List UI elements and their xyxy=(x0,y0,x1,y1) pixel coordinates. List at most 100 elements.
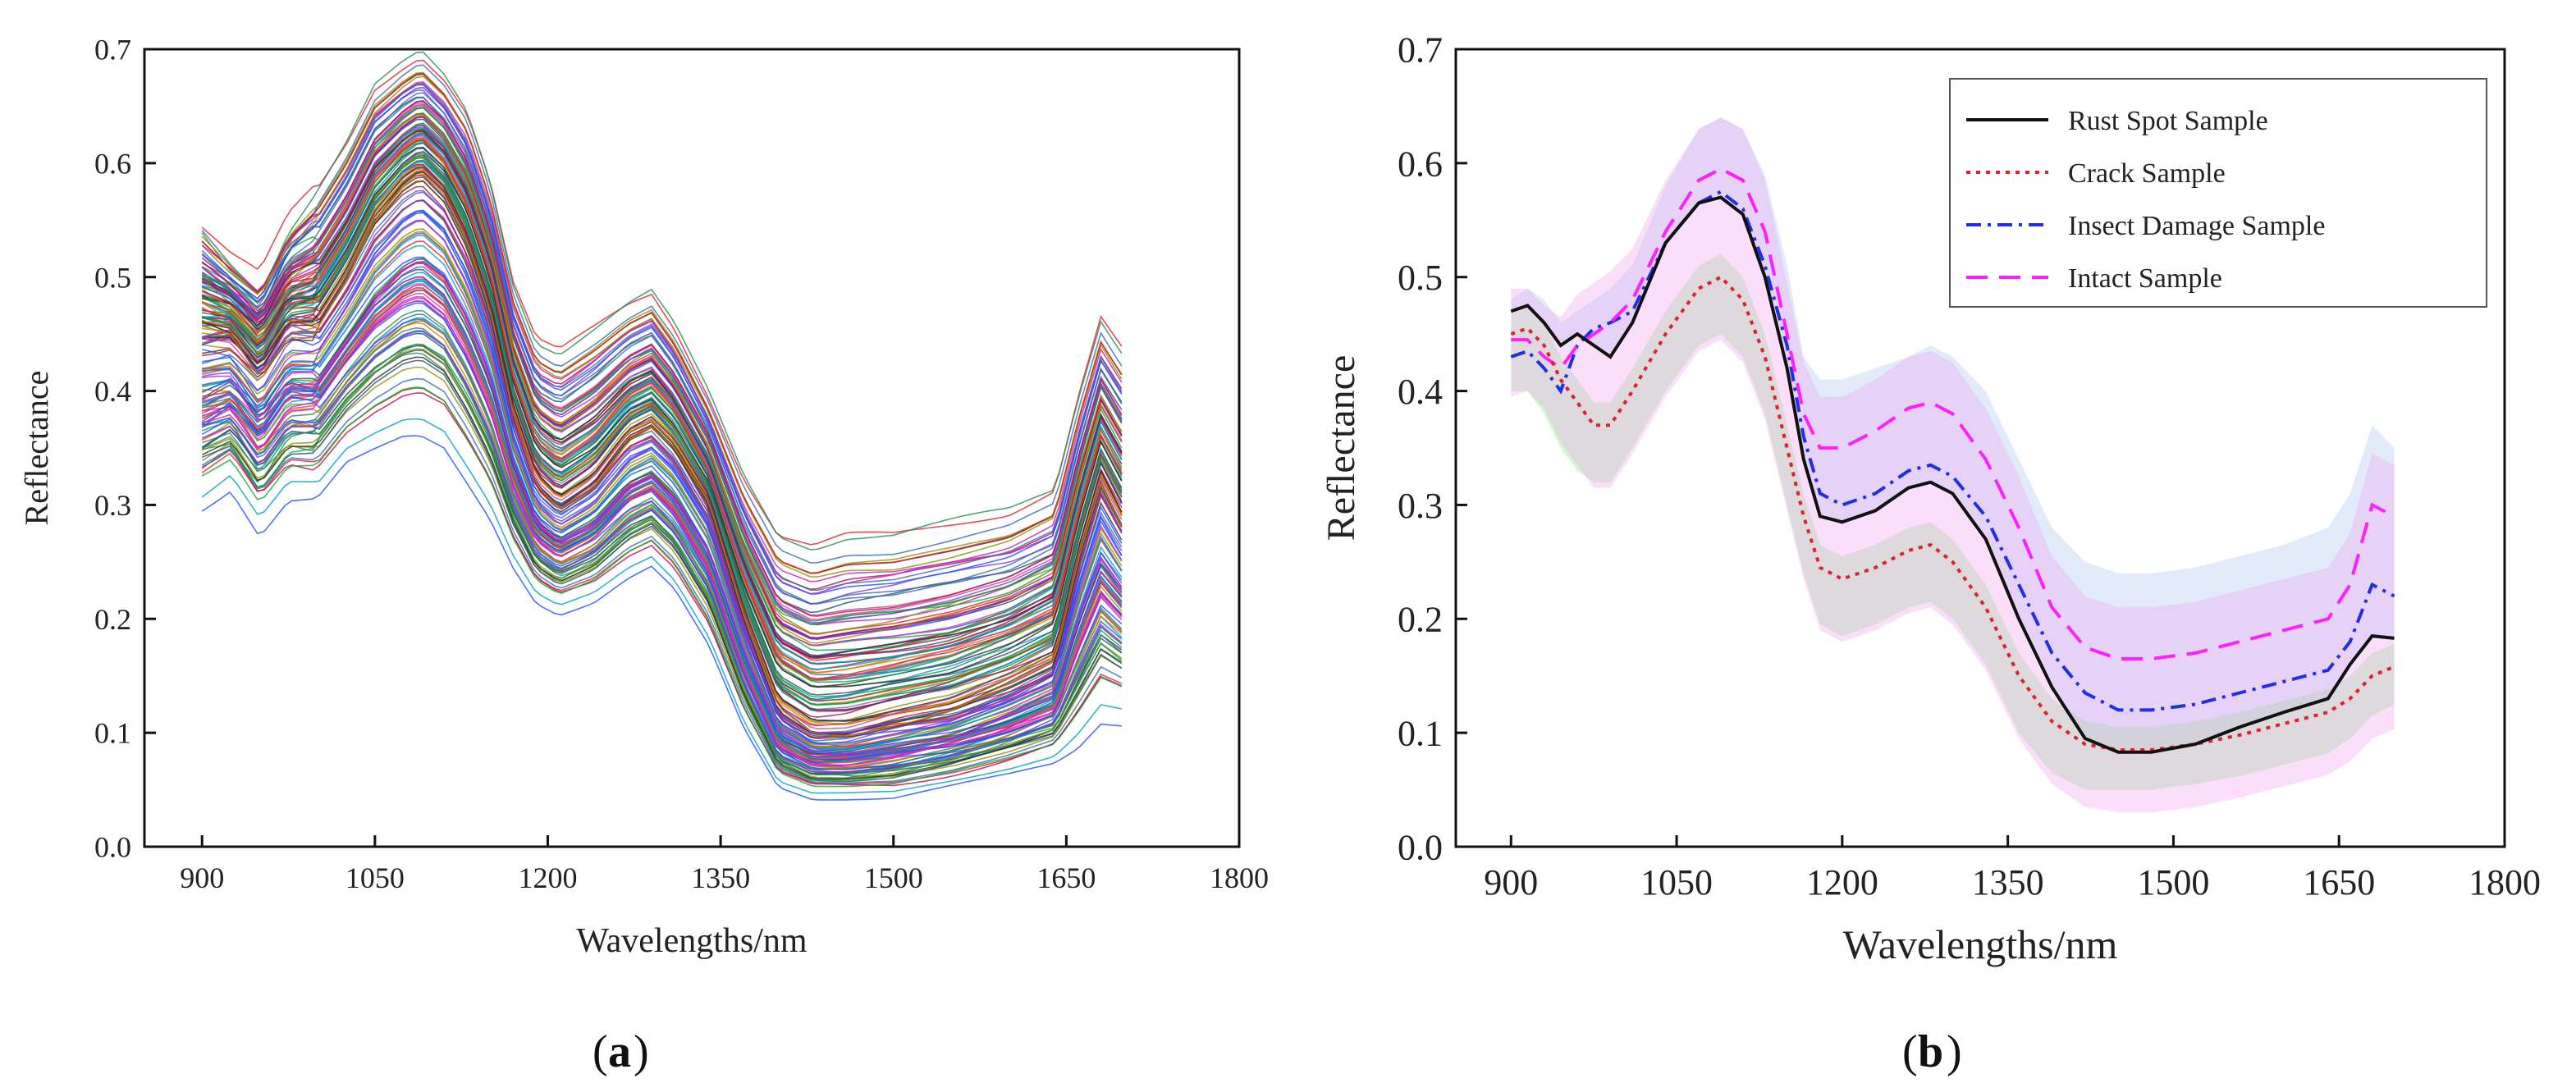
caption-close: ) xyxy=(1947,1026,1962,1077)
plot-frame xyxy=(1454,48,2506,848)
spectrum-line xyxy=(202,166,1123,722)
y-tick-label: 0.3 xyxy=(94,489,131,522)
spectrum-line xyxy=(202,258,1123,755)
y-tick-label: 0.0 xyxy=(94,831,131,864)
x-tick-label: 900 xyxy=(180,861,224,894)
lower-green-band xyxy=(1511,254,2395,790)
legend-label: Intact Sample xyxy=(2068,263,2222,294)
y-tick-label: 0.5 xyxy=(1398,258,1443,298)
y-tick-label: 0.7 xyxy=(1398,30,1443,70)
plot-frame xyxy=(143,48,1241,848)
x-tick-label: 1200 xyxy=(518,861,577,894)
y-axis-label: Reflectance xyxy=(18,371,55,526)
spectrum-line xyxy=(201,139,1123,680)
x-tick-label: 1650 xyxy=(2303,862,2375,902)
y-tick-label: 0.3 xyxy=(1398,486,1443,526)
x-tick-label: 1500 xyxy=(864,861,923,894)
spectrum-line xyxy=(201,75,1123,578)
spectrum-line xyxy=(201,128,1123,657)
y-tick-label: 0.1 xyxy=(1398,714,1443,754)
spectrum-line xyxy=(202,295,1123,767)
y-tick-label: 0.0 xyxy=(1398,827,1443,867)
spectrum-line xyxy=(201,256,1123,752)
spectrum-line xyxy=(202,157,1123,702)
x-tick-label: 900 xyxy=(1484,862,1538,902)
caption-close: ) xyxy=(634,1026,649,1077)
spectrum-line xyxy=(201,64,1123,564)
spectrum-line xyxy=(202,160,1123,706)
panel-a: 900 1050 1200 1350 1500 1650 1800 0.0 0.1 0.2 0.3 0… xyxy=(18,34,1269,1077)
spectrum-line xyxy=(201,114,1123,644)
legend-label: Insect Damage Sample xyxy=(2068,211,2325,241)
upper-blue-band xyxy=(1511,117,2395,752)
y-tick-label: 0.4 xyxy=(94,375,131,408)
panel-caption: ( b ) xyxy=(1902,1026,1962,1077)
spectrum-line xyxy=(201,418,1122,794)
spectrum-line xyxy=(201,330,1123,773)
x-tick-label: 1350 xyxy=(691,861,750,894)
spectrum-line xyxy=(201,81,1123,583)
spectrum-line xyxy=(201,92,1123,605)
spectrum-line xyxy=(202,167,1123,723)
spectrum-line xyxy=(201,138,1123,681)
legend-box xyxy=(1949,78,2487,308)
y-tick-label: 0.6 xyxy=(94,147,131,180)
y-tick-label: 0.2 xyxy=(1398,600,1443,640)
x-axis-label: Wavelengths/nm xyxy=(576,922,808,960)
caption-letter: a xyxy=(608,1026,631,1077)
spectrum-line xyxy=(201,51,1123,551)
spectrum-line xyxy=(201,82,1123,592)
spectrum-line xyxy=(201,366,1123,780)
axis-ticks: 900 1050 1200 1350 1500 1650 1800 0.0 0.1 0.2 0.3 0… xyxy=(1398,30,2541,902)
x-tick-label: 1350 xyxy=(1972,862,2044,902)
spectrum-line xyxy=(201,199,1123,733)
spectrum-line xyxy=(201,302,1123,763)
spectrum-line xyxy=(202,157,1123,706)
spectra-lines xyxy=(201,51,1123,801)
caption-open: ( xyxy=(593,1026,608,1077)
series-line-rust-spot-sample xyxy=(1510,195,2395,754)
spectrum-line xyxy=(201,199,1123,735)
spectrum-line xyxy=(201,280,1123,759)
x-tick-label: 1200 xyxy=(1806,862,1878,902)
y-tick-label: 0.4 xyxy=(1398,372,1443,412)
y-tick-label: 0.7 xyxy=(94,34,131,66)
spectrum-line xyxy=(201,173,1123,738)
spectrum-line xyxy=(201,386,1123,788)
legend-label: Rust Spot Sample xyxy=(2068,106,2268,136)
y-tick-label: 0.6 xyxy=(1398,144,1443,184)
x-tick-label: 1800 xyxy=(2468,862,2541,902)
x-axis-label: Wavelengths/nm xyxy=(1843,921,2118,967)
y-tick-label: 0.1 xyxy=(94,717,131,750)
spectrum-line xyxy=(202,244,1123,752)
pink-band xyxy=(1511,117,2395,813)
y-tick-label: 0.2 xyxy=(94,603,131,636)
spectrum-line xyxy=(202,153,1123,696)
x-tick-label: 1050 xyxy=(345,861,405,894)
spectrum-line xyxy=(201,348,1123,779)
spectrum-line xyxy=(201,130,1123,658)
legend-label: Crack Sample xyxy=(2068,158,2226,189)
spectrum-line xyxy=(201,72,1123,574)
spectrum-line xyxy=(201,377,1123,784)
y-axis-label: Reflectance xyxy=(1320,355,1363,542)
spectrum-line xyxy=(201,116,1123,639)
panel-caption: ( a ) xyxy=(593,1026,649,1077)
spectrum-line xyxy=(201,86,1123,595)
spectrum-line xyxy=(201,313,1123,770)
spectrum-line xyxy=(201,211,1123,738)
series-line-crack-sample xyxy=(1510,275,2395,752)
series-line-intact-sample xyxy=(1511,167,2395,660)
spectrum-line xyxy=(202,343,1123,782)
spectrum-line xyxy=(201,435,1122,801)
spectrum-line xyxy=(201,356,1123,780)
caption-letter: b xyxy=(1918,1026,1943,1077)
spectrum-line xyxy=(202,231,1123,748)
spectrum-line xyxy=(201,89,1123,605)
x-tick-label: 1500 xyxy=(2137,862,2209,902)
x-tick-label: 1650 xyxy=(1036,861,1096,894)
bands xyxy=(1511,117,2395,813)
spectrum-line xyxy=(201,71,1123,574)
spectrum-line xyxy=(201,96,1123,614)
